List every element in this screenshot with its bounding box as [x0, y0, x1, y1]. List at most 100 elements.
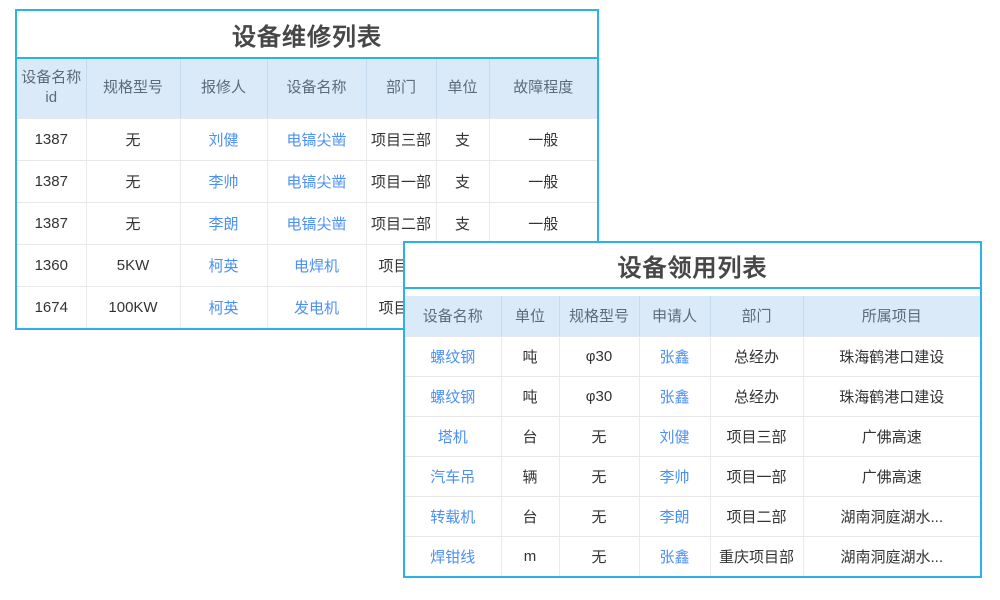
table-row: 螺纹钢吨 φ30 张鑫 总经办 珠海鹤港口建设: [405, 336, 980, 377]
table-cell: 台: [501, 496, 560, 537]
cell-link[interactable]: 李朗: [180, 202, 268, 245]
cell-link[interactable]: 电镐尖凿: [267, 160, 367, 203]
table-cell: 一般: [489, 160, 597, 203]
table-cell: 湖南洞庭湖水...: [803, 536, 980, 576]
table-cell: 项目一部: [710, 456, 804, 497]
cell-link[interactable]: 电镐尖凿: [267, 118, 367, 161]
table-cell: 项目一部: [366, 160, 437, 203]
column-header: 规格型号: [559, 296, 640, 337]
repair-list-panel: 设备维修列表 设备名称id 规格型号 报修人 设备名称 部门 单位 故障程度 1387 无刘健电…: [15, 9, 599, 330]
column-header: 设备名称: [267, 59, 367, 119]
table-cell: 支: [436, 118, 490, 161]
column-header: 设备名称: [405, 296, 502, 337]
table-row: 转载机台无李朗 项目二部 湖南洞庭湖水...: [405, 496, 980, 537]
table-cell: 无: [559, 416, 640, 457]
table-cell: 湖南洞庭湖水...: [803, 496, 980, 537]
cell-link[interactable]: 转载机: [405, 496, 502, 537]
column-header: 所属项目: [803, 296, 980, 337]
repair-list-grid-wrap: 设备名称id 规格型号 报修人 设备名称 部门 单位 故障程度 1387 无刘健 电镐尖凿 项目三部…: [17, 59, 597, 328]
table-cell: 1387: [17, 202, 87, 245]
table-cell: 无: [559, 456, 640, 497]
table-header: 设备名称 单位 规格型号 申请人 部门 所属项目: [405, 296, 980, 337]
table-header: 设备名称id 规格型号 报修人 设备名称 部门 单位 故障程度: [17, 59, 597, 119]
table-cell: 无: [559, 536, 640, 576]
cell-link[interactable]: 汽车吊: [405, 456, 502, 497]
table-cell: 1360: [17, 244, 87, 287]
table-row: 汽车吊辆无李帅 项目一部 广佛高速: [405, 456, 980, 497]
column-header: 申请人: [639, 296, 711, 337]
table-cell: 台: [501, 416, 560, 457]
requisition-list-table: 设备名称 单位 规格型号 申请人 部门 所属项目 螺纹钢吨 φ30 张鑫 总经办 珠海鹤港口建设 螺纹…: [405, 296, 980, 576]
cell-link[interactable]: 螺纹钢: [405, 376, 502, 417]
table-cell: 无: [86, 118, 181, 161]
column-header: 报修人: [180, 59, 268, 119]
requisition-list-panel: 设备领用列表 设备名称 单位 规格型号 申请人 部门 所属项目 螺纹钢吨 φ30 张鑫 总经办 珠海…: [403, 241, 982, 578]
table-cell: 项目三部: [710, 416, 804, 457]
requisition-list-grid-wrap: 设备名称 单位 规格型号 申请人 部门 所属项目 螺纹钢吨 φ30 张鑫 总经办 珠海鹤港口建设 螺纹…: [405, 289, 980, 576]
table-cell: 项目三部: [366, 118, 437, 161]
table-row: 1387 无刘健 电镐尖凿 项目三部支一般: [17, 118, 597, 161]
table-body: 1387 无刘健 电镐尖凿 项目三部支一般 1387 无李帅 电镐尖凿 项目一部支一般 1387…: [17, 118, 597, 328]
column-header: 故障程度: [489, 59, 597, 119]
table-cell: 广佛高速: [803, 456, 980, 497]
table-cell: 支: [436, 160, 490, 203]
table-cell: 吨: [501, 376, 560, 417]
column-header: 单位: [436, 59, 490, 119]
table-cell: 支: [436, 202, 490, 245]
table-row: 1387 无李朗 电镐尖凿 项目二部支一般: [17, 202, 597, 245]
table-cell: 总经办: [710, 336, 804, 377]
cell-link[interactable]: 张鑫: [639, 376, 711, 417]
cell-link[interactable]: 柯英: [180, 244, 268, 287]
repair-list-title: 设备维修列表: [17, 11, 597, 59]
table-cell: 100KW: [86, 286, 181, 328]
column-header: 部门: [710, 296, 804, 337]
cell-link[interactable]: 李朗: [639, 496, 711, 537]
table-cell: φ30: [559, 376, 640, 417]
cell-link[interactable]: 李帅: [180, 160, 268, 203]
table-cell: 项目二部: [366, 202, 437, 245]
table-cell: 1387: [17, 160, 87, 203]
table-cell: 辆: [501, 456, 560, 497]
table-cell: 一般: [489, 202, 597, 245]
cell-link[interactable]: 刘健: [180, 118, 268, 161]
table-row: 塔机台无刘健 项目三部 广佛高速: [405, 416, 980, 457]
cell-link[interactable]: 发电机: [267, 286, 367, 328]
table-cell: 吨: [501, 336, 560, 377]
header-row: 设备名称 单位 规格型号 申请人 部门 所属项目: [405, 296, 980, 337]
cell-link[interactable]: 柯英: [180, 286, 268, 328]
cell-link[interactable]: 塔机: [405, 416, 502, 457]
table-cell: 珠海鹤港口建设: [803, 376, 980, 417]
header-row: 设备名称id 规格型号 报修人 设备名称 部门 单位 故障程度: [17, 59, 597, 119]
table-cell: 无: [86, 160, 181, 203]
table-cell: 珠海鹤港口建设: [803, 336, 980, 377]
table-row: 1387 无李帅 电镐尖凿 项目一部支一般: [17, 160, 597, 203]
table-body: 螺纹钢吨 φ30 张鑫 总经办 珠海鹤港口建设 螺纹钢吨 φ30 张鑫 总经办 珠海鹤港口建设 塔机…: [405, 336, 980, 576]
table-cell: 项目二部: [710, 496, 804, 537]
cell-link[interactable]: 螺纹钢: [405, 336, 502, 377]
table-row: 焊钳线 m 无张鑫 重庆项目部 湖南洞庭湖水...: [405, 536, 980, 576]
column-header: 规格型号: [86, 59, 181, 119]
requisition-list-title: 设备领用列表: [405, 243, 980, 289]
table-cell: 总经办: [710, 376, 804, 417]
table-cell: 重庆项目部: [710, 536, 804, 576]
table-cell: φ30: [559, 336, 640, 377]
table-cell: 无: [559, 496, 640, 537]
cell-link[interactable]: 张鑫: [639, 336, 711, 377]
column-header: 单位: [501, 296, 560, 337]
table-cell: 1674: [17, 286, 87, 328]
column-header: 部门: [366, 59, 437, 119]
cell-link[interactable]: 刘健: [639, 416, 711, 457]
cell-link[interactable]: 李帅: [639, 456, 711, 497]
table-cell: m: [501, 536, 560, 576]
cell-link[interactable]: 张鑫: [639, 536, 711, 576]
table-cell: 1387: [17, 118, 87, 161]
cell-link[interactable]: 电焊机: [267, 244, 367, 287]
table-cell: 一般: [489, 118, 597, 161]
table-cell: 5KW: [86, 244, 181, 287]
repair-list-table: 设备名称id 规格型号 报修人 设备名称 部门 单位 故障程度 1387 无刘健 电镐尖凿 项目三部…: [17, 59, 597, 328]
cell-link[interactable]: 电镐尖凿: [267, 202, 367, 245]
column-header: 设备名称id: [17, 59, 87, 119]
table-cell: 广佛高速: [803, 416, 980, 457]
table-cell: 无: [86, 202, 181, 245]
cell-link[interactable]: 焊钳线: [405, 536, 502, 576]
